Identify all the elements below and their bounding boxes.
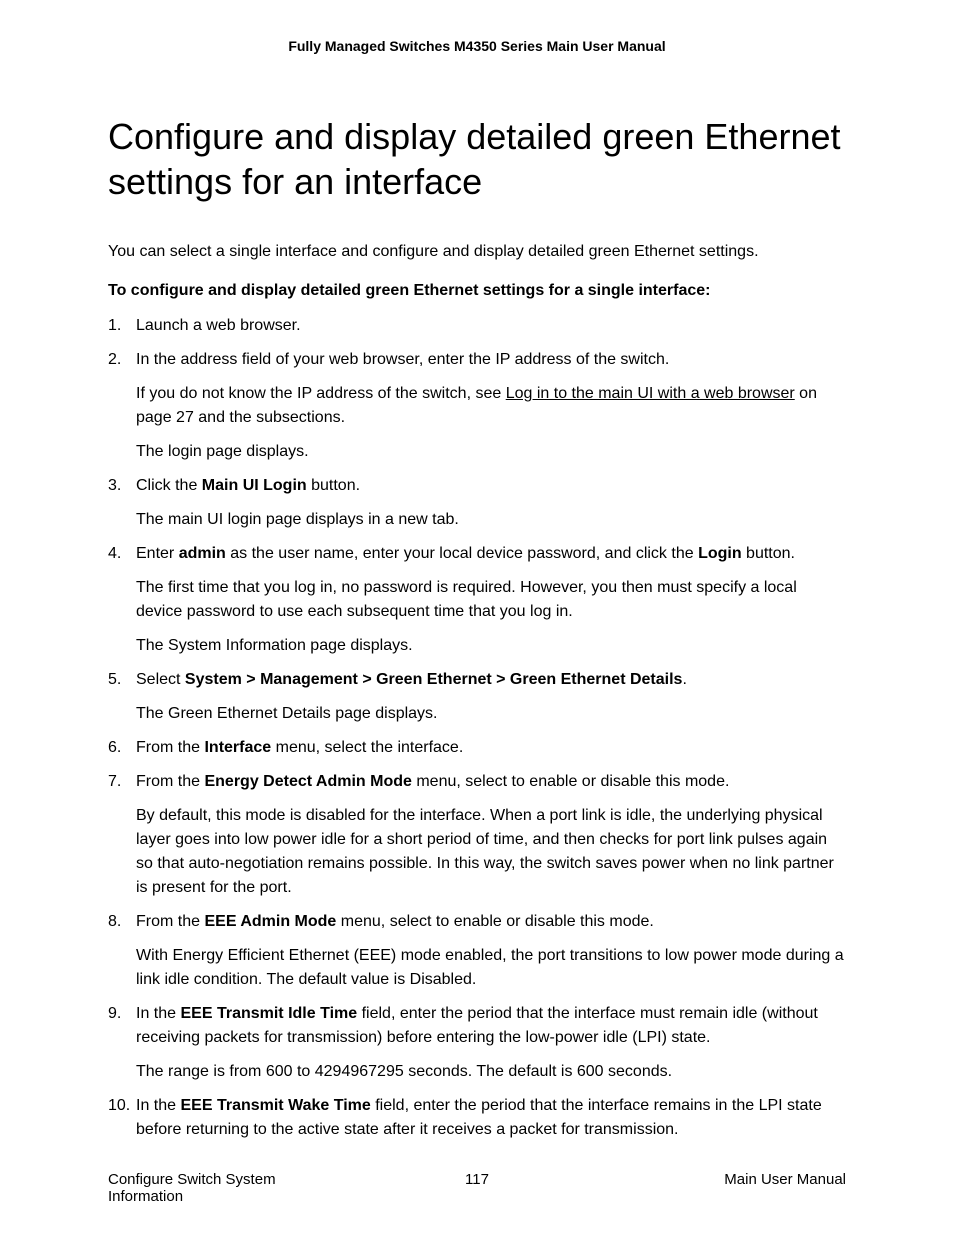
step-4-bold2: Login <box>698 545 742 562</box>
step-2-text: In the address field of your web browser… <box>136 351 669 368</box>
step-6a: From the <box>136 739 204 756</box>
step-2-para-2: The login page displays. <box>136 440 846 464</box>
procedure-list: Launch a web browser. In the address fie… <box>108 314 846 1142</box>
intro-paragraph: You can select a single interface and co… <box>108 240 846 264</box>
step-1-text: Launch a web browser. <box>136 317 301 334</box>
step-5b: . <box>682 671 686 688</box>
step-7a: From the <box>136 773 204 790</box>
page-footer: Configure Switch System Information 117 … <box>108 1171 846 1205</box>
step-6: From the Interface menu, select the inte… <box>108 736 846 760</box>
step-1: Launch a web browser. <box>108 314 846 338</box>
step-3a: Click the <box>136 477 202 494</box>
step-8: From the EEE Admin Mode menu, select to … <box>108 910 846 992</box>
step-9-para-1: The range is from 600 to 4294967295 seco… <box>136 1060 846 1084</box>
step-2-para-1: If you do not know the IP address of the… <box>136 382 846 430</box>
page-header: Fully Managed Switches M4350 Series Main… <box>108 38 846 54</box>
step-5-para-1: The Green Ethernet Details page displays… <box>136 702 846 726</box>
step-7-bold: Energy Detect Admin Mode <box>204 773 411 790</box>
step-5: Select System > Management > Green Ether… <box>108 668 846 726</box>
page-title: Configure and display detailed green Eth… <box>108 114 846 204</box>
footer-left: Configure Switch System Information <box>108 1171 308 1205</box>
step-3: Click the Main UI Login button. The main… <box>108 474 846 532</box>
step-6b: menu, select the interface. <box>271 739 463 756</box>
step-10: In the EEE Transmit Wake Time field, ent… <box>108 1094 846 1142</box>
step-6-bold: Interface <box>204 739 271 756</box>
login-link[interactable]: Log in to the main UI with a web browser <box>506 385 795 402</box>
step-7: From the Energy Detect Admin Mode menu, … <box>108 770 846 900</box>
step-8-para-1: With Energy Efficient Ethernet (EEE) mod… <box>136 944 846 992</box>
step-7-para-1: By default, this mode is disabled for th… <box>136 804 846 900</box>
footer-page-number: 117 <box>465 1171 489 1188</box>
step-2-para-1a: If you do not know the IP address of the… <box>136 385 506 402</box>
step-4-para-2: The System Information page displays. <box>136 634 846 658</box>
step-4-para-1: The first time that you log in, no passw… <box>136 576 846 624</box>
footer-right: Main User Manual <box>724 1171 846 1188</box>
step-4b: as the user name, enter your local devic… <box>226 545 698 562</box>
step-4c: button. <box>742 545 795 562</box>
step-4: Enter admin as the user name, enter your… <box>108 542 846 658</box>
step-9-bold: EEE Transmit Idle Time <box>180 1005 357 1022</box>
step-3-para-1: The main UI login page displays in a new… <box>136 508 846 532</box>
step-7b: menu, select to enable or disable this m… <box>412 773 730 790</box>
procedure-heading: To configure and display detailed green … <box>108 282 846 300</box>
step-8-bold: EEE Admin Mode <box>204 913 336 930</box>
step-8b: menu, select to enable or disable this m… <box>336 913 654 930</box>
step-4a: Enter <box>136 545 179 562</box>
step-9: In the EEE Transmit Idle Time field, ent… <box>108 1002 846 1084</box>
step-3b: button. <box>307 477 360 494</box>
step-5-bold: System > Management > Green Ethernet > G… <box>185 671 683 688</box>
step-2: In the address field of your web browser… <box>108 348 846 464</box>
step-3-bold: Main UI Login <box>202 477 307 494</box>
step-9a: In the <box>136 1005 180 1022</box>
step-8a: From the <box>136 913 204 930</box>
step-5a: Select <box>136 671 185 688</box>
step-10-bold: EEE Transmit Wake Time <box>180 1097 370 1114</box>
step-4-bold1: admin <box>179 545 226 562</box>
step-10a: In the <box>136 1097 180 1114</box>
